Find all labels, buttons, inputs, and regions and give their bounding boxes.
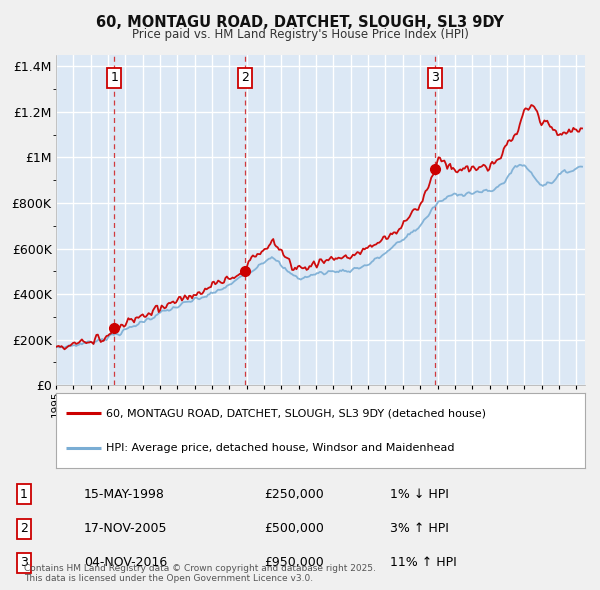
Text: £250,000: £250,000 (264, 488, 324, 501)
Text: 17-NOV-2005: 17-NOV-2005 (84, 522, 167, 535)
Text: 1% ↓ HPI: 1% ↓ HPI (390, 488, 449, 501)
Text: 2: 2 (20, 522, 28, 535)
Text: 15-MAY-1998: 15-MAY-1998 (84, 488, 165, 501)
Text: 04-NOV-2016: 04-NOV-2016 (84, 556, 167, 569)
Text: £950,000: £950,000 (264, 556, 324, 569)
Text: 60, MONTAGU ROAD, DATCHET, SLOUGH, SL3 9DY (detached house): 60, MONTAGU ROAD, DATCHET, SLOUGH, SL3 9… (106, 408, 486, 418)
Text: 11% ↑ HPI: 11% ↑ HPI (390, 556, 457, 569)
Text: 1: 1 (20, 488, 28, 501)
Text: 2: 2 (241, 71, 248, 84)
Text: £500,000: £500,000 (264, 522, 324, 535)
Text: HPI: Average price, detached house, Windsor and Maidenhead: HPI: Average price, detached house, Wind… (106, 442, 455, 453)
Text: 60, MONTAGU ROAD, DATCHET, SLOUGH, SL3 9DY: 60, MONTAGU ROAD, DATCHET, SLOUGH, SL3 9… (96, 15, 504, 30)
Text: Contains HM Land Registry data © Crown copyright and database right 2025.
This d: Contains HM Land Registry data © Crown c… (24, 563, 376, 583)
Text: 3% ↑ HPI: 3% ↑ HPI (390, 522, 449, 535)
Text: 3: 3 (20, 556, 28, 569)
Text: 1: 1 (110, 71, 118, 84)
Text: 3: 3 (431, 71, 439, 84)
Text: Price paid vs. HM Land Registry's House Price Index (HPI): Price paid vs. HM Land Registry's House … (131, 28, 469, 41)
